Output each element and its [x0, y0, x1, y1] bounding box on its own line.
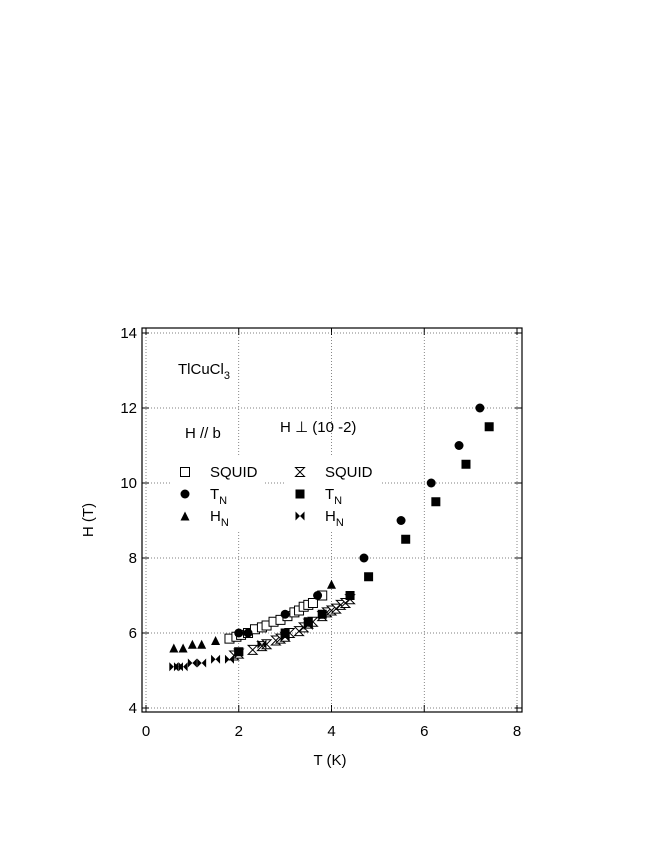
marker	[280, 632, 290, 642]
legend-label: SQUID	[210, 464, 258, 481]
annotation: H // b	[185, 425, 221, 442]
marker	[454, 441, 464, 450]
x-tick-label: 2	[235, 723, 243, 740]
marker	[303, 621, 313, 630]
marker	[187, 639, 197, 649]
marker	[431, 497, 441, 507]
legend-marker	[294, 467, 306, 477]
marker	[257, 639, 267, 649]
marker	[327, 579, 336, 589]
marker	[461, 459, 471, 469]
marker	[234, 628, 244, 638]
marker	[364, 572, 374, 582]
legend-marker	[180, 467, 190, 477]
marker	[313, 591, 323, 600]
y-tick-label: 8	[129, 550, 137, 567]
annotation: H ⊥ (10 -2)	[280, 419, 356, 436]
x-tick-label: 8	[513, 723, 521, 740]
y-tick-label: 10	[120, 475, 137, 492]
marker	[303, 617, 313, 627]
marker	[484, 422, 494, 432]
x-tick-label: 6	[420, 723, 428, 740]
marker	[224, 654, 234, 664]
y-axis-label: H (T)	[80, 503, 97, 537]
y-tick-label: 12	[120, 400, 137, 417]
marker	[187, 658, 197, 668]
legend-marker	[295, 511, 305, 521]
x-tick-label: 0	[142, 723, 150, 740]
marker	[178, 662, 188, 672]
x-tick-label: 4	[327, 723, 335, 740]
marker	[396, 516, 406, 525]
marker	[211, 636, 221, 645]
y-tick-label: 6	[129, 625, 137, 642]
marker	[178, 643, 188, 653]
marker	[330, 603, 342, 614]
marker	[475, 403, 485, 413]
marker	[234, 647, 244, 657]
marker	[197, 639, 207, 649]
marker	[317, 609, 327, 619]
legend-label: SQUID	[325, 464, 373, 481]
legend-marker	[180, 511, 190, 521]
marker	[307, 598, 318, 608]
marker	[401, 534, 411, 544]
marker	[243, 628, 253, 638]
y-tick-label: 14	[120, 325, 137, 342]
marker	[211, 654, 221, 664]
marker	[280, 628, 290, 638]
plot-frame	[141, 327, 523, 713]
marker	[280, 609, 290, 619]
annotation: TlCuCl3	[178, 361, 230, 382]
marker	[293, 626, 305, 637]
marker	[197, 658, 207, 668]
marker	[246, 644, 259, 655]
marker	[426, 478, 436, 488]
marker	[345, 591, 355, 600]
marker	[169, 643, 179, 653]
y-tick-label: 4	[129, 700, 137, 717]
legend-marker	[295, 489, 305, 499]
x-axis-label: T (K)	[313, 752, 346, 769]
marker	[359, 553, 369, 563]
legend-marker	[180, 489, 190, 499]
